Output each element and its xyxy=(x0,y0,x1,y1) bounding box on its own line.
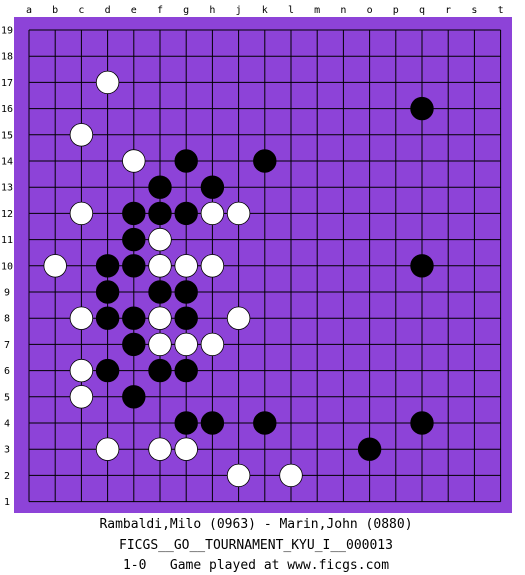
black-stone xyxy=(122,254,146,278)
column-label: t xyxy=(498,5,504,16)
white-stone xyxy=(148,306,172,330)
row-label: 3 xyxy=(4,445,10,456)
white-stone xyxy=(200,332,225,357)
board-grid: a b c d e f g h j k l m n o p q r s t191817161514131211109… xyxy=(1,5,504,508)
column-label: c xyxy=(78,5,84,16)
black-stone xyxy=(95,358,120,383)
row-label: 1 xyxy=(4,497,10,508)
black-stone xyxy=(410,411,434,435)
column-label: r xyxy=(445,5,451,16)
row-label: 10 xyxy=(1,261,13,272)
column-label: j xyxy=(236,5,242,16)
white-stone xyxy=(148,254,172,278)
white-stone xyxy=(174,332,198,357)
column-label: g xyxy=(183,5,189,16)
row-label: 6 xyxy=(4,366,10,377)
event-line: FICGS__GO__TOURNAMENT_KYU_I__000013 xyxy=(119,538,393,553)
row-label: 16 xyxy=(1,104,13,115)
column-label: a xyxy=(26,5,32,16)
black-stone xyxy=(148,175,172,199)
row-label: 14 xyxy=(1,157,13,168)
black-stone xyxy=(253,411,277,435)
row-label: 15 xyxy=(1,130,13,141)
black-stone xyxy=(410,254,434,278)
column-label: e xyxy=(131,5,137,16)
column-label: p xyxy=(393,5,399,16)
row-label: 4 xyxy=(4,419,10,430)
white-stone xyxy=(226,201,251,226)
white-stone xyxy=(69,201,94,226)
column-label: f xyxy=(157,5,163,16)
black-stone xyxy=(148,280,172,304)
row-label: 18 xyxy=(1,52,13,63)
black-stone xyxy=(122,227,146,252)
white-stone xyxy=(200,201,225,226)
black-stone xyxy=(148,358,172,383)
result-line: 1-0 Game played at www.ficgs.com xyxy=(122,558,390,573)
black-stone xyxy=(357,437,382,461)
white-stone xyxy=(226,306,251,330)
black-stone xyxy=(122,201,146,226)
white-stone xyxy=(148,437,172,461)
black-stone xyxy=(95,280,120,304)
white-stone xyxy=(122,149,146,173)
white-stone xyxy=(200,254,225,278)
column-label: s xyxy=(471,5,477,16)
column-label: q xyxy=(419,5,425,16)
row-label: 7 xyxy=(4,340,10,351)
column-label: m xyxy=(314,5,320,16)
black-stone xyxy=(148,201,172,226)
column-label: k xyxy=(262,5,268,16)
white-stone xyxy=(69,358,94,383)
players-line: Rambaldi,Milo (0963) - Marin,John (0880) xyxy=(99,517,413,532)
row-label: 19 xyxy=(1,26,13,37)
white-stone xyxy=(174,437,198,461)
black-stone xyxy=(174,358,198,383)
row-label: 2 xyxy=(4,471,10,482)
row-label: 13 xyxy=(1,183,13,194)
row-label: 11 xyxy=(1,235,13,246)
white-stone xyxy=(69,123,94,147)
black-stone xyxy=(122,332,146,357)
black-stone xyxy=(122,306,146,330)
row-label: 12 xyxy=(1,209,13,220)
row-label: 9 xyxy=(4,288,10,299)
row-label: 8 xyxy=(4,314,10,325)
black-stone xyxy=(122,385,146,409)
column-label: h xyxy=(209,5,215,16)
column-label: n xyxy=(340,5,346,16)
black-stone xyxy=(174,411,198,435)
black-stone xyxy=(253,149,277,173)
white-stone xyxy=(69,385,94,409)
column-label: d xyxy=(105,5,111,16)
row-label: 5 xyxy=(4,392,10,403)
white-stone xyxy=(95,437,120,461)
black-stone xyxy=(95,306,120,330)
black-stone xyxy=(200,411,225,435)
white-stone xyxy=(226,463,251,488)
column-label: l xyxy=(288,5,294,16)
black-stone xyxy=(200,175,225,199)
white-stone xyxy=(43,254,67,278)
white-stone xyxy=(148,227,172,252)
row-label: 17 xyxy=(1,78,13,89)
black-stone xyxy=(174,280,198,304)
white-stone xyxy=(148,332,172,357)
black-stone xyxy=(174,306,198,330)
white-stone xyxy=(95,70,120,95)
column-label: o xyxy=(367,5,373,16)
black-stone xyxy=(174,149,198,173)
white-stone xyxy=(174,254,198,278)
black-stone xyxy=(95,254,120,278)
white-stone xyxy=(279,463,303,488)
black-stone xyxy=(174,201,198,226)
black-stone xyxy=(410,96,434,121)
white-stone xyxy=(69,306,94,330)
column-label: b xyxy=(52,5,58,16)
